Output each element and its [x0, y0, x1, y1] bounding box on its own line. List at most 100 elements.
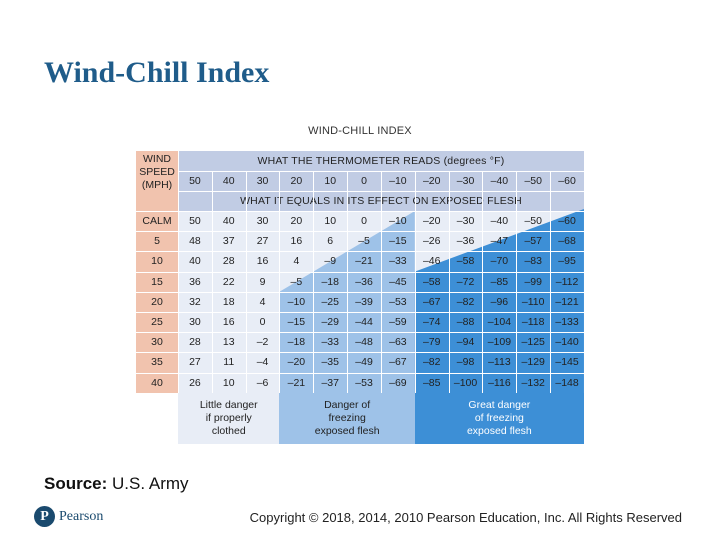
- grid-row-line: [136, 211, 584, 212]
- temperature-header-cell: –40: [490, 175, 509, 187]
- wind-chill-value-cell: –129: [521, 356, 545, 369]
- grid-column-line: [516, 171, 518, 393]
- wind-label-line-1: WIND: [143, 153, 171, 165]
- temperature-header-cell: –30: [456, 175, 475, 187]
- grid-column-line: [482, 171, 484, 393]
- wind-chill-value-cell: –113: [488, 356, 511, 369]
- wind-chill-value-cell: –63: [389, 336, 407, 349]
- wind-chill-value-cell: –67: [389, 356, 407, 369]
- wind-chill-value-cell: 0: [361, 215, 367, 228]
- grid-row-line: [136, 312, 584, 313]
- wind-chill-value-cell: –140: [555, 336, 579, 349]
- wind-chill-value-cell: –53: [355, 376, 373, 389]
- wind-chill-value-cell: –33: [321, 336, 339, 349]
- wind-chill-value-cell: 27: [256, 235, 269, 248]
- grid-column-line: [313, 171, 315, 393]
- temperature-header-cell: –60: [558, 175, 576, 187]
- wind-chill-value-cell: –20: [287, 356, 306, 369]
- source-value: U.S. Army: [112, 474, 189, 493]
- wind-chill-value-cell: –67: [422, 295, 441, 308]
- wind-chill-value-cell: 28: [189, 336, 201, 349]
- legend-text-line: freezing: [328, 412, 366, 424]
- wind-chill-value-cell: 40: [222, 215, 235, 228]
- grid-row-line: [136, 291, 584, 293]
- wind-chill-value-cell: –60: [558, 215, 576, 228]
- wind-chill-value-cell: –39: [355, 295, 373, 308]
- temperature-header-cell: 20: [290, 175, 303, 187]
- grid-row-line: [136, 372, 584, 374]
- wind-chill-value-cell: –15: [389, 235, 407, 248]
- wind-chill-value-cell: –53: [389, 295, 407, 308]
- wind-chill-value-cell: –50: [524, 215, 542, 228]
- source-label: Source:: [44, 474, 108, 493]
- wind-speed-cell: 20: [151, 295, 163, 308]
- wind-chill-value-cell: –29: [321, 316, 339, 329]
- wind-chill-value-cell: –58: [456, 255, 475, 268]
- wind-chill-value-cell: –99: [524, 275, 542, 288]
- slide-title: Wind-Chill Index: [44, 56, 270, 89]
- wind-chill-value-cell: –48: [355, 336, 373, 349]
- wind-chill-value-cell: 30: [256, 215, 269, 228]
- wind-chill-value-cell: –82: [456, 295, 475, 308]
- wind-chill-value-cell: –98: [456, 356, 475, 369]
- wind-chill-value-cell: –74: [422, 316, 441, 329]
- thermometer-header: WHAT THE THERMOMETER READS (degrees °F): [257, 155, 505, 167]
- wind-chill-table: WIND SPEED (MPH) WHAT THE THERMOMETER RE…: [136, 151, 585, 444]
- wind-speed-cell: 30: [151, 336, 163, 349]
- wind-chill-value-cell: –21: [355, 255, 373, 268]
- grid-column-line: [347, 171, 349, 393]
- grid-row-line: [136, 332, 584, 334]
- grid-row-line: [136, 251, 584, 253]
- wind-chill-value-cell: 10: [222, 376, 235, 389]
- grid-row-line: [136, 352, 584, 354]
- pearson-logo-text: Pearson: [59, 508, 104, 524]
- wind-chill-value-cell: –132: [521, 376, 545, 389]
- wind-chill-value-cell: 32: [189, 295, 201, 308]
- wind-chill-value-cell: –68: [558, 235, 576, 248]
- wind-chill-value-cell: –33: [389, 255, 407, 268]
- wind-chill-value-cell: –4: [256, 356, 269, 369]
- temperature-header-cell: –20: [422, 175, 441, 187]
- source-line: Source: U.S. Army: [44, 474, 189, 494]
- wind-chill-value-cell: 26: [189, 376, 201, 389]
- wind-chill-value-cell: –82: [422, 356, 441, 369]
- wind-chill-value-cell: –21: [287, 376, 306, 389]
- wind-chill-value-cell: –44: [355, 316, 373, 329]
- wind-chill-value-cell: 37: [222, 235, 235, 248]
- temperature-header-cell: 40: [222, 175, 235, 187]
- wind-chill-value-cell: –49: [355, 356, 373, 369]
- legend-little-danger: Little danger if properly clothed: [178, 393, 280, 444]
- grid-row-line: [136, 271, 584, 273]
- copyright-notice: Copyright © 2018, 2014, 2010 Pearson Edu…: [249, 510, 682, 525]
- temperature-header-cell: –10: [389, 175, 407, 187]
- wind-chill-value-cell: –57: [524, 235, 542, 248]
- grid-column-line: [448, 171, 450, 393]
- wind-speed-cell: 25: [151, 316, 163, 329]
- grid-row-line: [136, 231, 584, 233]
- grid-column-line: [279, 171, 281, 393]
- wind-chill-value-cell: –18: [321, 275, 339, 288]
- legend-text-line: Danger of: [324, 399, 371, 411]
- wind-chill-value-cell: 10: [324, 215, 337, 228]
- temperature-header-cell: –50: [524, 175, 542, 187]
- wind-chill-value-cell: –25: [321, 295, 339, 308]
- wind-chill-value-cell: –88: [456, 316, 475, 329]
- wind-chill-value-cell: –145: [555, 356, 579, 369]
- wind-speed-cell: CALM: [142, 215, 172, 228]
- footer: P Pearson Copyright © 2018, 2014, 2010 P…: [0, 500, 720, 540]
- legend-text-line: Little danger: [199, 399, 258, 411]
- wind-chill-value-cell: –104: [487, 316, 512, 329]
- wind-chill-value-cell: –10: [287, 295, 306, 308]
- wind-chill-value-cell: –110: [521, 295, 545, 308]
- pearson-logo-icon: P: [34, 506, 55, 527]
- wind-chill-value-cell: –26: [422, 235, 441, 248]
- legend-danger: Danger of freezing exposed flesh: [279, 393, 415, 444]
- wind-chill-value-cell: –30: [456, 215, 475, 228]
- wind-chill-value-cell: 28: [222, 255, 235, 268]
- temperature-header-cell: 10: [324, 175, 337, 187]
- wind-chill-value-cell: –59: [389, 316, 407, 329]
- grid-column-line: [380, 171, 382, 393]
- wind-chill-value-cell: –148: [555, 376, 579, 389]
- wind-chill-value-cell: –15: [287, 316, 306, 329]
- wind-chill-value-cell: –118: [521, 316, 545, 329]
